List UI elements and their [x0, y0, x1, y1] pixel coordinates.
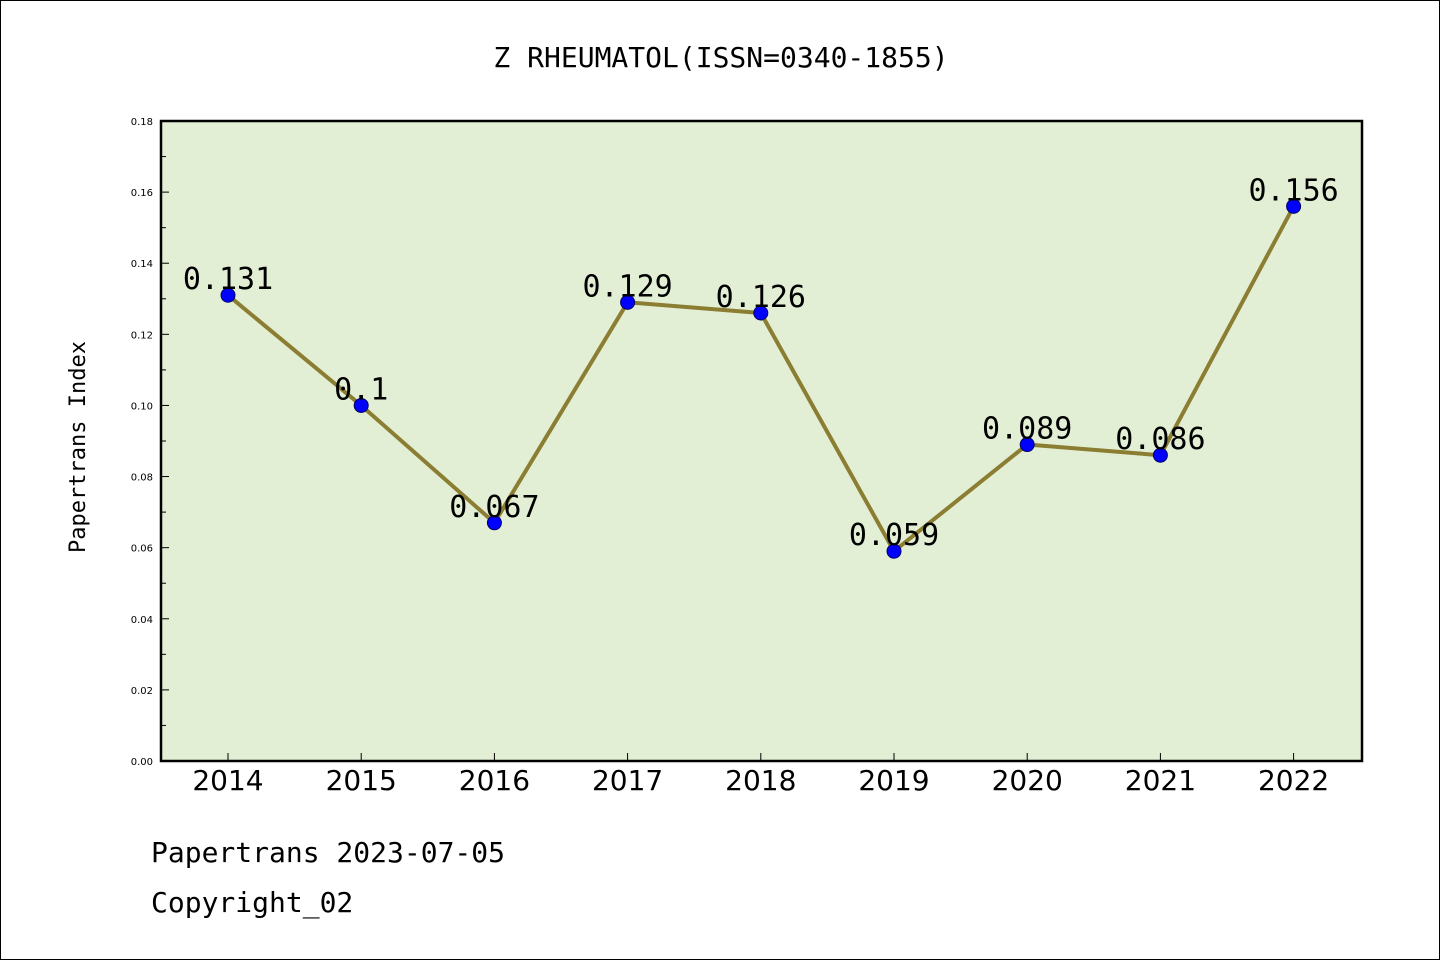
y-tick-label: 0.04 — [131, 615, 153, 626]
x-tick-label: 2014 — [192, 764, 263, 797]
data-label: 0.131 — [183, 262, 273, 297]
y-tick-label: 0.18 — [131, 117, 153, 128]
data-label: 0.067 — [449, 490, 539, 525]
series-line-segment — [625, 300, 763, 315]
x-tick-label: 2020 — [992, 764, 1063, 797]
y-tick-label: 0.14 — [131, 259, 153, 270]
y-tick-label: 0.16 — [131, 188, 153, 199]
plot-border — [159, 119, 1364, 763]
data-label: 0.086 — [1115, 422, 1205, 457]
series-line-segment — [226, 293, 364, 408]
series-line-segment — [758, 311, 896, 554]
series-line-segment — [359, 403, 497, 525]
data-point — [620, 294, 636, 310]
data-labels: 0.131 0.1 0.067 0.129 0.126 0.059 0.089 0.086 0.… — [183, 173, 1339, 553]
x-tick-label: 2018 — [725, 764, 796, 797]
x-tick-label: 2017 — [592, 764, 663, 797]
data-label: 0.089 — [982, 412, 1072, 447]
y-tick-label: 0.00 — [131, 757, 153, 768]
series-line-segment — [1158, 204, 1296, 458]
x-tick-label: 2015 — [326, 764, 397, 797]
y-tick-label: 0.08 — [131, 473, 153, 484]
y-tick-label: 0.10 — [131, 401, 153, 412]
data-label: 0.059 — [849, 518, 939, 553]
x-tick-label: 2022 — [1258, 764, 1329, 797]
x-tick-label: 2019 — [858, 764, 929, 797]
x-tick-label: 2021 — [1125, 764, 1196, 797]
plot-area — [161, 121, 1362, 761]
data-point — [886, 543, 902, 559]
series-line-segment — [1025, 442, 1163, 458]
data-point — [220, 287, 236, 303]
data-point — [1152, 447, 1168, 463]
series-line-segment — [492, 300, 630, 525]
data-markers — [220, 198, 1302, 559]
data-label: 0.1 — [334, 372, 388, 407]
data-label: 0.129 — [582, 269, 672, 304]
data-point — [353, 397, 369, 413]
y-axis-label: Papertrans Index — [66, 341, 91, 553]
data-label: 0.156 — [1248, 173, 1338, 208]
chart-title: Z RHEUMATOL(ISSN=0340-1855) — [493, 41, 948, 74]
copyright-text: Copyright_02 — [151, 886, 354, 919]
axis-ticks: 0.00 0.02 0.04 0.06 0.08 0.10 0.12 0.14 0.16 0.18… — [131, 117, 1329, 797]
x-tick-label: 2016 — [459, 764, 530, 797]
data-point — [1286, 198, 1302, 214]
y-tick-label: 0.12 — [131, 330, 153, 341]
series-line-segment — [892, 442, 1030, 554]
source-date-text: Papertrans 2023-07-05 — [151, 836, 506, 869]
data-label: 0.126 — [716, 280, 806, 315]
data-point — [486, 515, 502, 531]
data-point — [753, 305, 769, 321]
y-tick-label: 0.02 — [131, 686, 153, 697]
series-line-layer — [226, 204, 1296, 554]
y-tick-label: 0.06 — [131, 544, 153, 555]
data-point — [1019, 437, 1035, 453]
